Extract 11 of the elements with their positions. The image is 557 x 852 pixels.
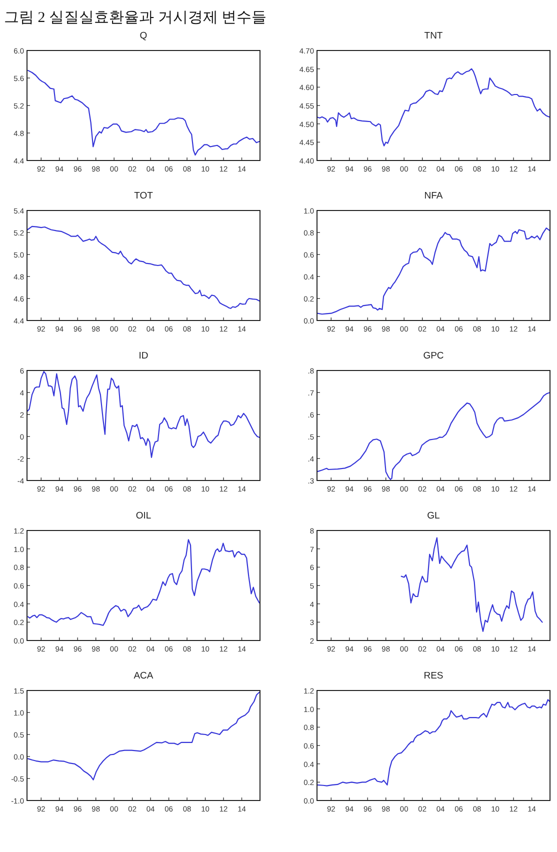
chart-title: RES bbox=[424, 670, 444, 682]
chart-title: GPC bbox=[423, 350, 444, 362]
chart-title: NFA bbox=[424, 190, 444, 202]
chart-title: ACA bbox=[134, 670, 154, 682]
chart-title: Q bbox=[140, 30, 148, 42]
chart-title: TNT bbox=[424, 30, 443, 42]
chart-title: GL bbox=[427, 510, 440, 522]
chart-title: OIL bbox=[136, 510, 152, 522]
chart-title: ID bbox=[138, 350, 148, 362]
caption: 그림 2 실질실효환율과 거시경제 변수들 bbox=[4, 10, 266, 26]
chart-title: TOT bbox=[134, 190, 154, 202]
